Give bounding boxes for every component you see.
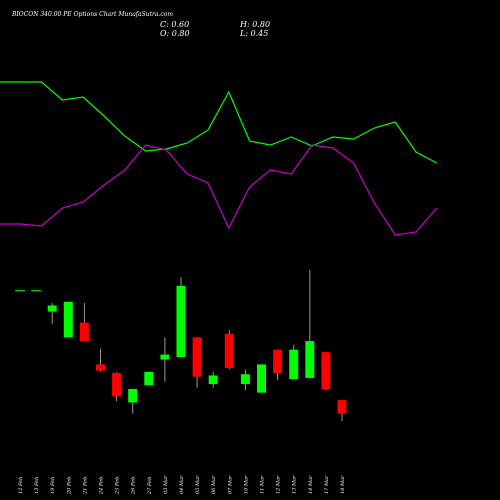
close-value: C: 0.60 [160, 20, 189, 29]
candle [79, 303, 89, 342]
magenta-indicator-line [0, 144, 438, 236]
x-tick-label: 12 Mar [276, 475, 282, 494]
x-tick-label: 26 Feb [131, 477, 137, 495]
candle-body [289, 349, 299, 380]
candle-body [321, 352, 331, 389]
candle-body [240, 374, 250, 385]
x-tick-label: 11 Mar [260, 475, 266, 494]
candle [273, 349, 283, 381]
candle-body [79, 322, 89, 342]
candle [305, 269, 315, 378]
candle-body [337, 400, 347, 414]
candle [144, 371, 154, 386]
x-tick-label: 25 Feb [115, 477, 121, 495]
candle [240, 369, 250, 391]
candle [257, 364, 266, 393]
x-tick-label: 06 Mar [211, 475, 217, 494]
x-tick-label: 19 Feb [50, 477, 56, 494]
candle [112, 371, 122, 402]
open-value: O: 0.80 [160, 29, 190, 38]
candle [289, 344, 299, 380]
x-tick-label: 03 Mar [163, 475, 169, 494]
candle-body [208, 375, 218, 385]
candle [321, 352, 331, 391]
indicator-lines [0, 81, 438, 236]
candle-body [128, 389, 138, 403]
candle-body [305, 341, 315, 378]
candle [224, 330, 234, 370]
candle [96, 348, 105, 372]
x-tick-label: 20 Feb [66, 477, 72, 495]
candle-body [144, 371, 154, 386]
candle-body [47, 305, 57, 312]
candle-body [192, 337, 202, 377]
x-tick-label: 05 Mar [195, 475, 201, 494]
candle [208, 371, 218, 388]
x-tick-label: 18 Mar [340, 475, 346, 494]
green-indicator-line [0, 81, 438, 164]
low-value: L: 0.45 [239, 29, 268, 38]
x-tick-label: 21 Feb [82, 477, 88, 495]
x-tick-label: 17 Mar [324, 475, 330, 494]
candle-body [176, 285, 186, 358]
candle-body [96, 364, 105, 371]
candle [176, 277, 186, 358]
x-tick-label: 13 Feb [34, 477, 40, 494]
candle [128, 389, 138, 414]
candle-body [112, 373, 122, 397]
x-tick-label: 14 Mar [308, 475, 314, 494]
candle-body [257, 364, 266, 393]
x-tick-label: 27 Feb [147, 477, 153, 495]
x-tick-label: 07 Mar [227, 475, 233, 494]
candle-body [160, 354, 170, 360]
x-axis-labels: 12 Feb 13 Feb 19 Feb 20 Feb 21 Feb 24 Feb 25 F… [18, 475, 346, 495]
candle [63, 301, 73, 338]
candle [47, 303, 57, 324]
high-value: H: 0.80 [239, 20, 270, 29]
candle-body [273, 349, 283, 374]
candle [337, 400, 347, 421]
x-tick-label: 10 Mar [243, 475, 249, 494]
x-tick-label: 04 Mar [179, 475, 185, 494]
candles [15, 269, 347, 421]
x-tick-label: 24 Feb [99, 477, 105, 495]
x-tick-label: 12 Feb [18, 477, 24, 494]
chart-title: BIOCON 340.00 PE Options Chart MunafaSut… [11, 11, 173, 18]
candle [160, 337, 170, 382]
candle [192, 337, 202, 388]
candle-body [63, 301, 73, 338]
candle-body [224, 333, 234, 369]
x-tick-label: 13 Mar [292, 475, 298, 494]
